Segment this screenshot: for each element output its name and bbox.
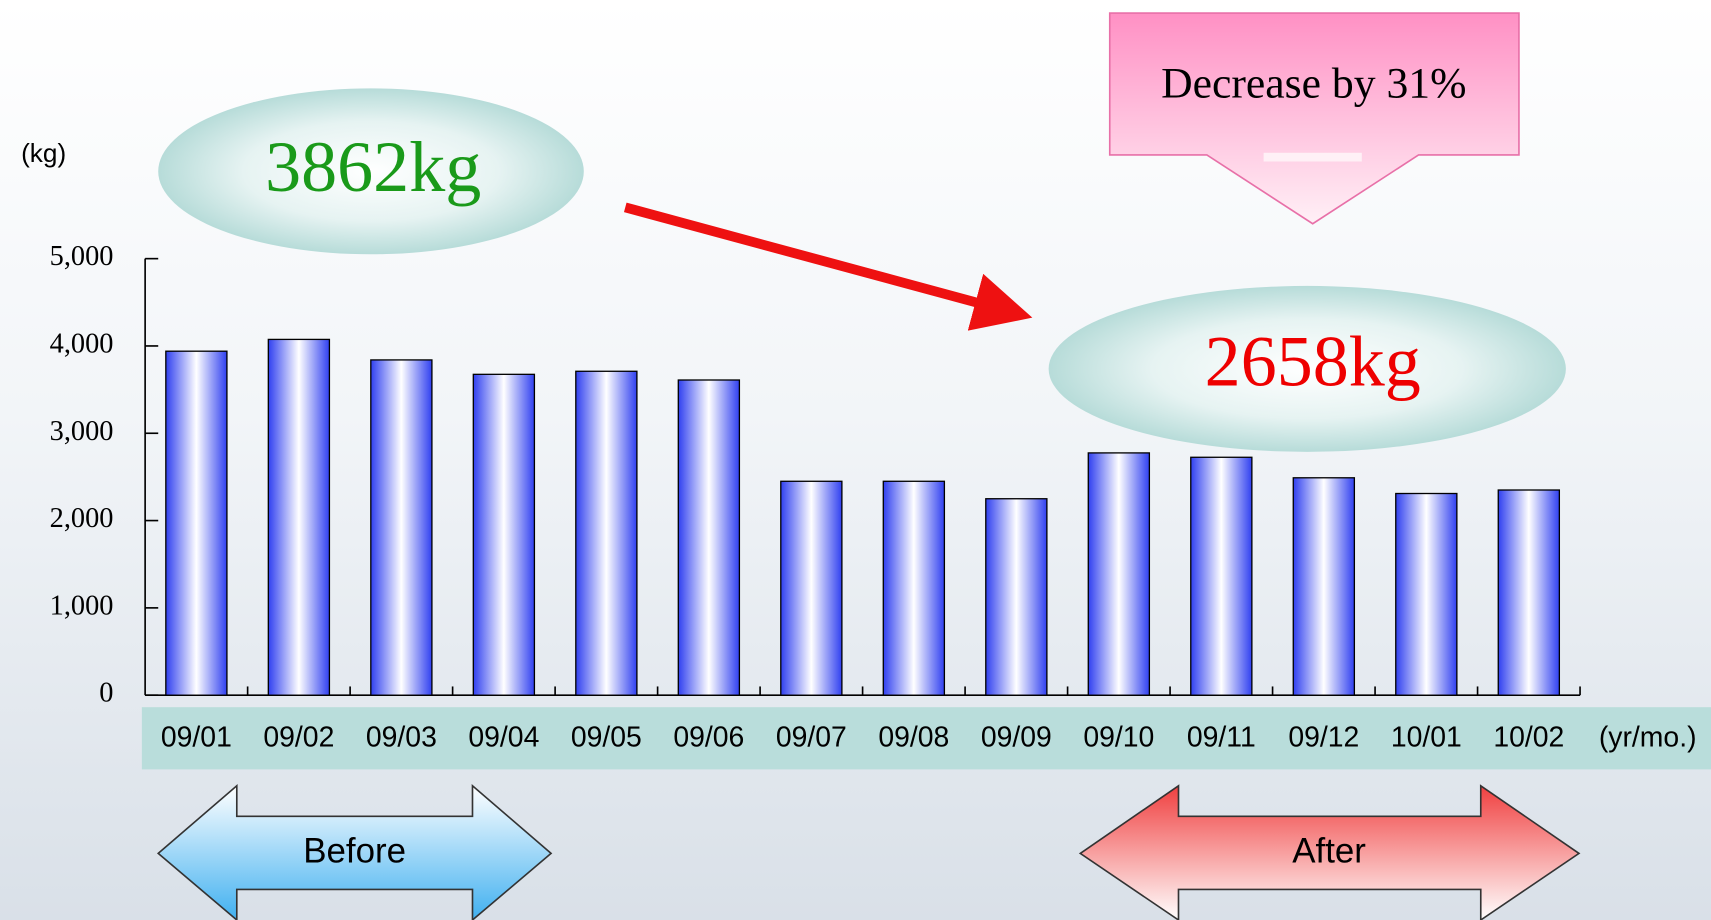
bar	[1395, 492, 1458, 696]
x-tick-label: 09/12	[1288, 721, 1359, 753]
bar	[1190, 456, 1253, 696]
before-bubble	[158, 88, 584, 255]
x-tick-label: 09/01	[161, 721, 232, 753]
decrease-text: Decrease by 31%	[1161, 59, 1466, 107]
x-tick-label: 09/10	[1083, 721, 1154, 753]
x-tick-label: 09/11	[1187, 721, 1256, 753]
bar	[1292, 477, 1356, 696]
x-tick-label: 09/06	[673, 721, 744, 753]
before-label: Before	[303, 832, 406, 871]
y-axis-label: (kg)	[21, 138, 66, 168]
bar	[575, 370, 638, 696]
x-tick-label: 09/09	[981, 721, 1052, 753]
bar	[677, 379, 741, 696]
bar	[165, 350, 228, 696]
category-band	[141, 707, 1711, 770]
before-arrow	[156, 783, 553, 920]
y-tick-label: 0	[99, 678, 113, 709]
after-arrow	[1078, 784, 1581, 920]
trend-arrow	[623, 202, 1033, 331]
bar	[882, 480, 946, 696]
before-value: 3862kg	[265, 127, 481, 207]
bar	[267, 338, 331, 696]
after-value: 2658kg	[1205, 321, 1421, 401]
x-tick-label: 09/02	[263, 721, 334, 753]
x-tick-label: 10/02	[1493, 721, 1564, 753]
bar	[1497, 489, 1561, 696]
x-tick-label: 09/03	[366, 721, 437, 753]
y-tick-label: 1,000	[50, 590, 114, 621]
y-tick-label: 5,000	[50, 241, 114, 272]
y-tick-label: 2,000	[50, 503, 114, 534]
bar	[985, 498, 1048, 696]
after-bubble	[1048, 285, 1566, 452]
x-tick-label: 09/04	[468, 721, 539, 753]
decrease-callout	[1108, 12, 1520, 225]
callout-fill	[1263, 152, 1362, 162]
after-label: After	[1292, 832, 1366, 871]
bar	[370, 359, 433, 696]
x-tick-label: 09/07	[776, 721, 847, 753]
bar	[472, 373, 536, 696]
x-tick-label: 09/08	[878, 721, 949, 753]
x-tick-label: 10/01	[1391, 721, 1462, 753]
bar	[780, 480, 843, 696]
x-tick-label: 09/05	[571, 721, 642, 753]
y-tick-label: 4,000	[50, 328, 114, 359]
y-tick-label: 3,000	[50, 416, 114, 447]
x-axis-label: (yr/mo.)	[1599, 721, 1697, 753]
bar	[1087, 452, 1151, 696]
